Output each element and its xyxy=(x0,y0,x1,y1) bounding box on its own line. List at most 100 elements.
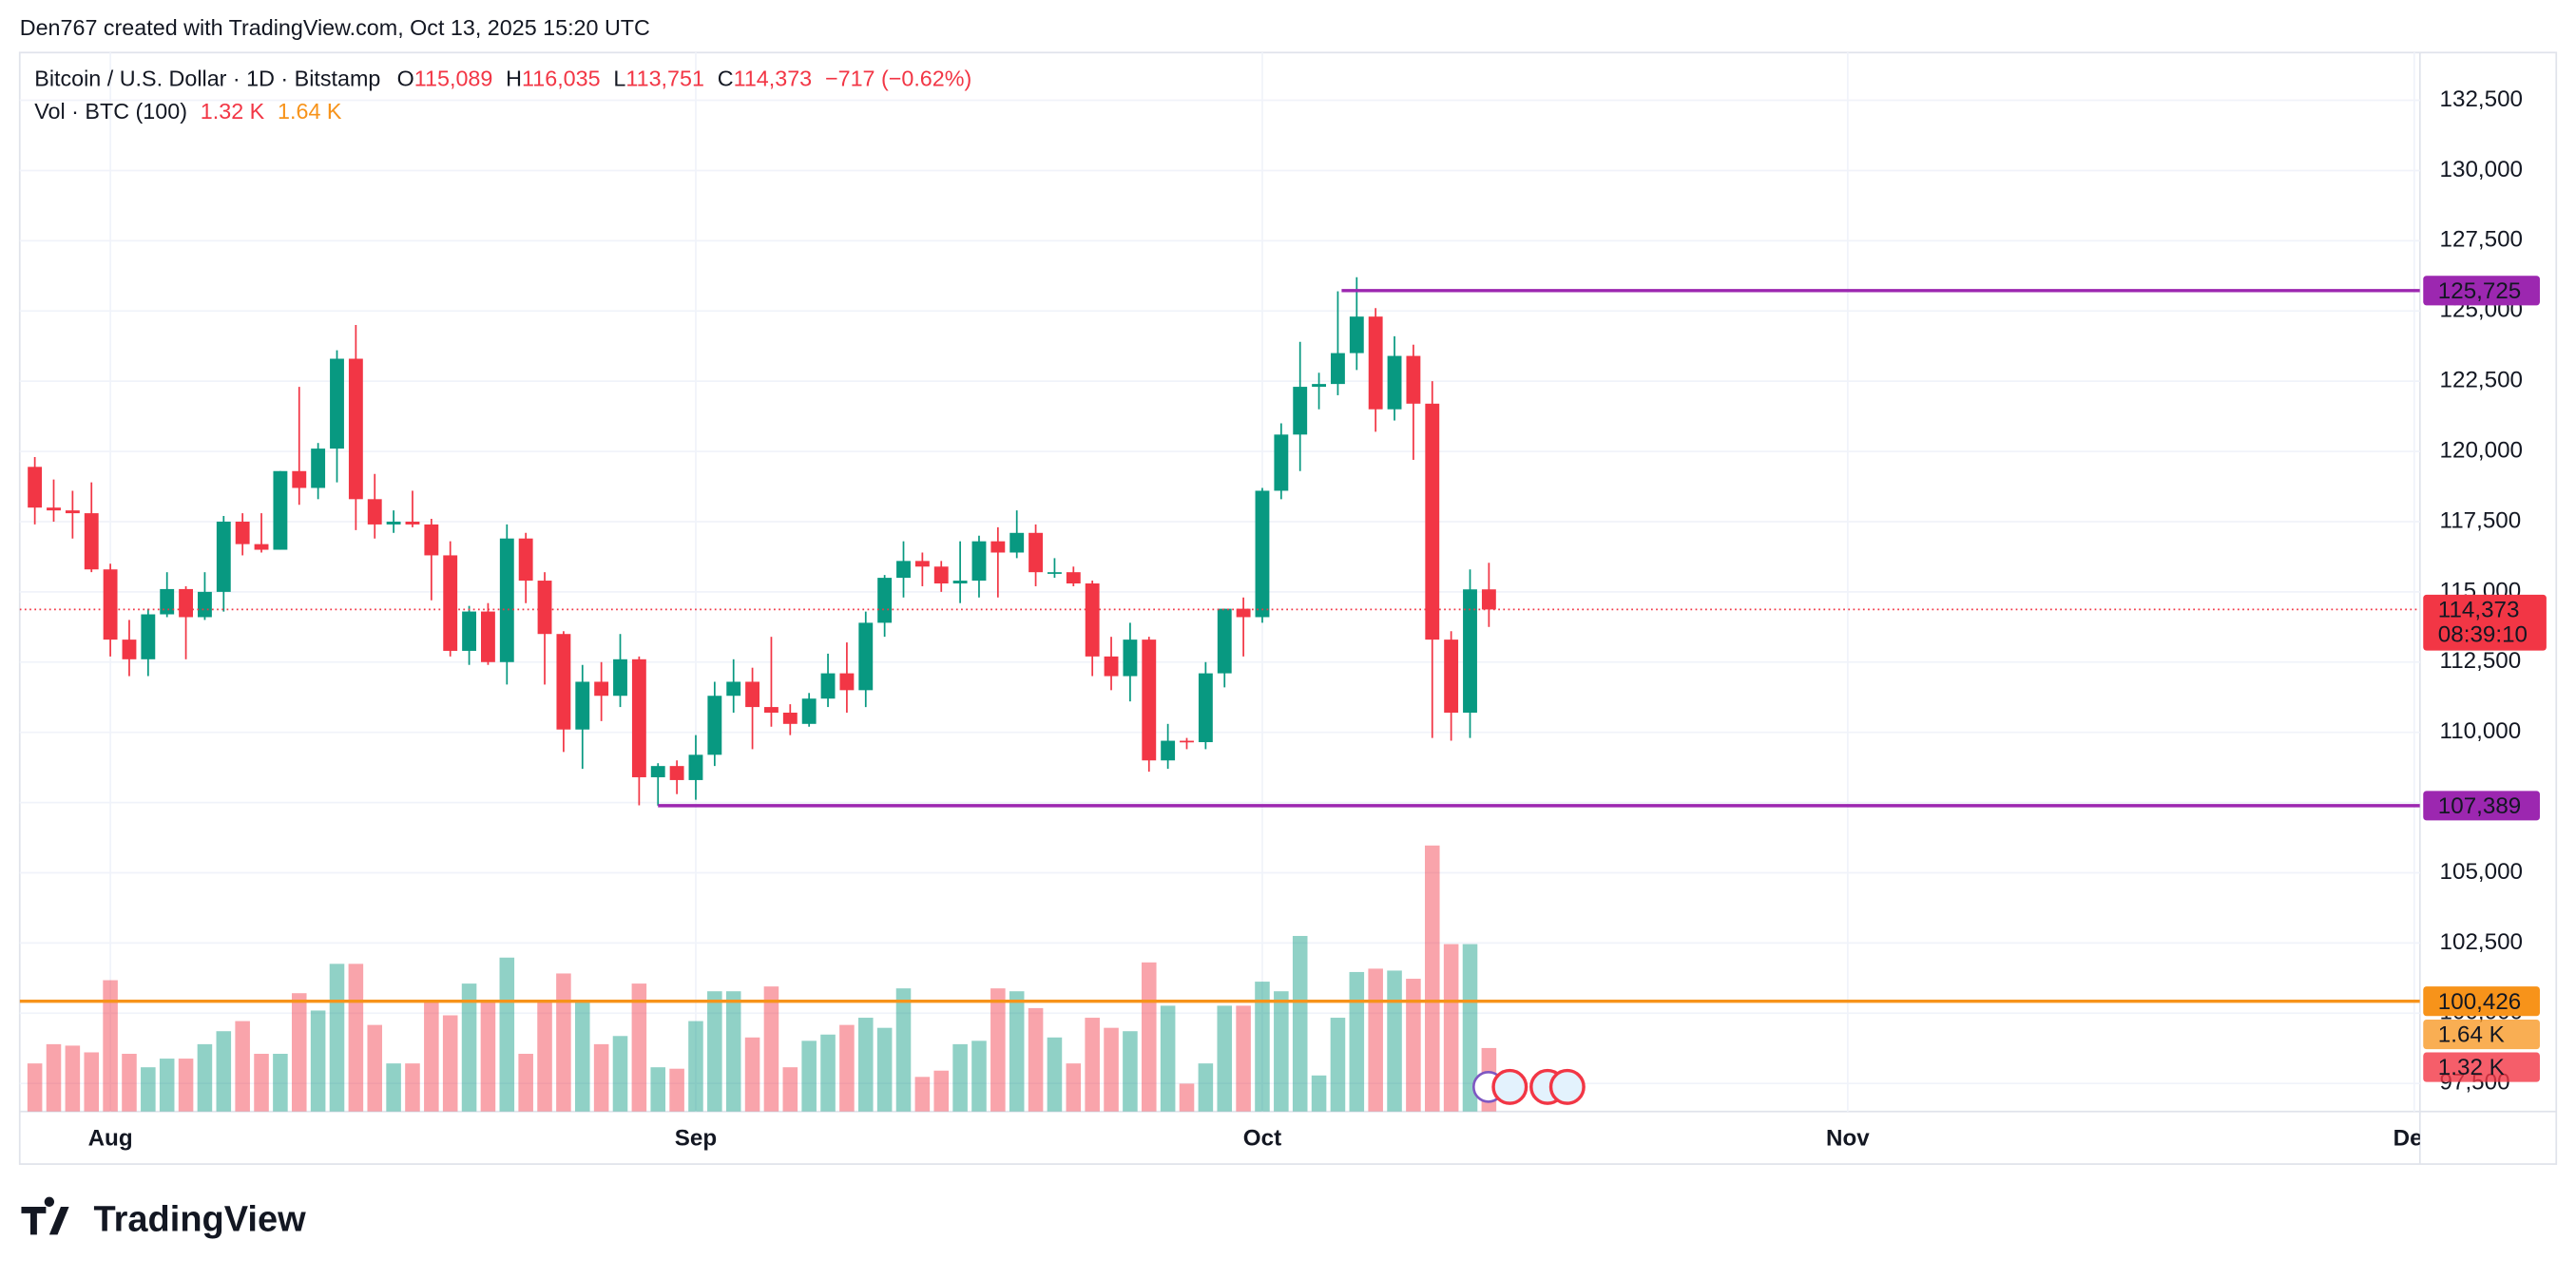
candle-body xyxy=(764,707,779,713)
volume-bar xyxy=(141,1067,156,1112)
x-tick-label: Nov xyxy=(1826,1126,1870,1152)
candle-body xyxy=(1444,640,1459,713)
legend-value: 116,035 xyxy=(522,67,601,91)
volume-bar xyxy=(1387,970,1402,1112)
candle-body xyxy=(820,673,836,699)
candle-body xyxy=(386,521,401,525)
candle-body xyxy=(1198,673,1213,743)
candle-body xyxy=(1463,589,1477,713)
volume-bar xyxy=(480,1001,496,1112)
volume-bar xyxy=(1330,1018,1346,1112)
candle-body xyxy=(216,521,231,592)
volume-bar xyxy=(839,1024,855,1112)
volume-badge xyxy=(2423,1052,2540,1082)
volume-value: 1.32 K xyxy=(201,99,265,124)
y-tick-label: 130,000 xyxy=(2440,157,2523,182)
candle-body xyxy=(330,358,344,449)
candle-body xyxy=(1142,640,1157,761)
y-tick-label: 127,500 xyxy=(2440,227,2523,253)
legend-key: C xyxy=(718,67,734,91)
volume-bar xyxy=(1443,944,1459,1112)
x-tick-label: Dec xyxy=(2393,1126,2435,1152)
candle-body xyxy=(481,611,495,662)
volume-bar xyxy=(782,1067,798,1112)
volume-bar xyxy=(876,1027,893,1112)
candle-body xyxy=(179,588,193,618)
y-tick-label: 102,500 xyxy=(2440,929,2523,955)
chart-frame xyxy=(18,51,2558,1165)
volume-bar xyxy=(159,1059,175,1112)
candle-body xyxy=(311,449,326,488)
volume-bar xyxy=(329,964,345,1112)
legend-key: L xyxy=(613,67,625,91)
last-price-badge xyxy=(2423,594,2547,651)
symbol-title: Bitcoin / U.S. Dollar · 1D · Bitstamp xyxy=(34,67,380,91)
candle-body xyxy=(235,521,250,544)
volume-ma-badge xyxy=(2423,1019,2540,1050)
candle-body xyxy=(141,614,156,659)
candle-body xyxy=(160,588,175,615)
candle-body xyxy=(688,754,703,780)
candle-body xyxy=(1180,740,1194,743)
candle-body xyxy=(1481,589,1496,610)
level-label: 100,426 xyxy=(2438,989,2521,1015)
candle-body xyxy=(1066,572,1081,584)
volume-bar xyxy=(386,1063,401,1112)
candle-body xyxy=(28,467,43,508)
last-price-label: 114,373 xyxy=(2438,598,2520,623)
volume-bar xyxy=(1047,1037,1063,1112)
volume-bar xyxy=(461,983,477,1112)
candle-body xyxy=(443,555,458,651)
candle-body xyxy=(103,569,118,640)
level-badge xyxy=(2423,791,2540,821)
candle-body xyxy=(273,470,288,550)
candle-body xyxy=(745,681,760,708)
volume-bar xyxy=(1160,1005,1176,1112)
legend-key: O xyxy=(397,67,414,91)
volume-bar xyxy=(310,1010,326,1112)
volume-bar xyxy=(1255,982,1270,1112)
volume-bar xyxy=(1236,1005,1251,1112)
volume-bar xyxy=(518,1054,533,1112)
volume-bar xyxy=(1292,935,1308,1112)
volume-bar xyxy=(442,1015,458,1112)
volume-bar xyxy=(1028,1007,1044,1112)
volume-bar xyxy=(46,1043,62,1112)
candle-body xyxy=(669,766,684,780)
candle-body xyxy=(1028,532,1044,573)
candle-pane xyxy=(28,277,1496,806)
candle-body xyxy=(877,578,893,623)
volume-bar xyxy=(914,1077,931,1112)
volume-bar xyxy=(367,1024,383,1112)
price-axis: 97,500100,000102,500105,000107,500110,00… xyxy=(2440,86,2523,1096)
volume-bar xyxy=(1179,1083,1195,1112)
event-icon xyxy=(1548,1068,1586,1105)
volume-bar xyxy=(1217,1005,1233,1112)
event-icons xyxy=(1472,1068,1586,1105)
volume-bar xyxy=(424,1001,439,1112)
volume-bar xyxy=(103,980,118,1112)
level-label: 107,389 xyxy=(2438,793,2521,819)
volume-bar xyxy=(763,986,779,1112)
volume-bar xyxy=(273,1054,288,1112)
volume-label: 1.32 K xyxy=(2438,1055,2505,1080)
candle-body xyxy=(47,507,61,511)
legend-value: 113,751 xyxy=(625,67,704,91)
candle-body xyxy=(65,510,80,514)
candle-body xyxy=(537,581,552,635)
candle-body xyxy=(254,544,269,550)
volume-bar xyxy=(1085,1018,1100,1112)
volume-ma-value: 1.64 K xyxy=(278,99,342,124)
volume-bar xyxy=(1311,1075,1327,1112)
volume-bar xyxy=(1274,991,1289,1112)
volume-bar xyxy=(952,1043,968,1112)
volume-bar xyxy=(405,1063,420,1112)
candle-body xyxy=(801,698,817,724)
volume-bar xyxy=(1424,845,1440,1112)
candle-body xyxy=(1312,384,1327,388)
candle-body xyxy=(1406,355,1421,404)
volume-bar xyxy=(556,973,571,1112)
candle-body xyxy=(1085,583,1100,657)
